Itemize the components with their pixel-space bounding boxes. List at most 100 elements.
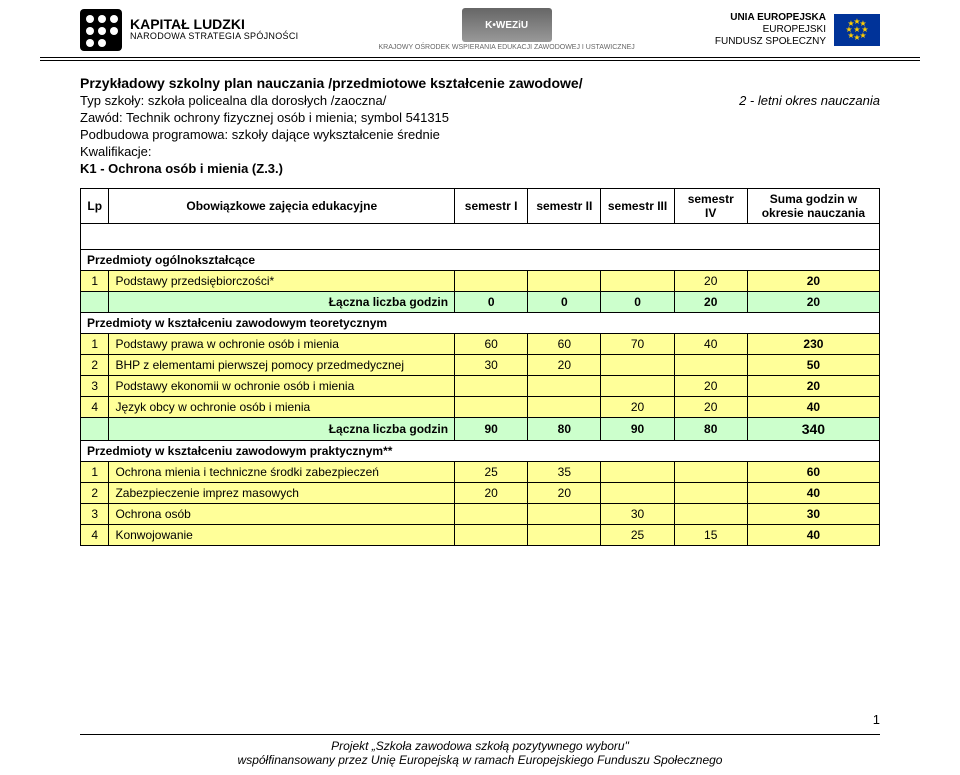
cell-s3: 0 [601, 292, 674, 313]
subtotal-label: Łączna liczba godzin [109, 418, 455, 441]
meta-row-school: Typ szkoły: szkoła policealna dla dorosł… [80, 91, 880, 108]
cell-s1: 0 [455, 292, 528, 313]
cell-s1: 20 [455, 483, 528, 504]
cell-subject: Konwojowanie [109, 525, 455, 546]
cell-sum: 20 [747, 376, 879, 397]
th-sem2: semestr II [528, 189, 601, 224]
logo-left-line2: NARODOWA STRATEGIA SPÓJNOŚCI [130, 32, 298, 42]
profession: Zawód: Technik ochrony fizycznej osób i … [80, 110, 880, 125]
logo-center-sub: KRAJOWY OŚRODEK WSPIERANIA EDUKACJI ZAWO… [379, 44, 635, 51]
table-row: 3 Podstawy ekonomii w ochronie osób i mi… [81, 376, 880, 397]
cell-s1: 60 [455, 334, 528, 355]
cell-s2: 20 [528, 483, 601, 504]
cell-s2: 0 [528, 292, 601, 313]
cell-lp: 1 [81, 271, 109, 292]
logo-right-text: UNIA EUROPEJSKA EUROPEJSKI FUNDUSZ SPOŁE… [715, 12, 826, 48]
cell-s3 [601, 355, 674, 376]
qualifications-heading: Kwalifikacje: [80, 144, 880, 159]
cell-s4: 20 [674, 376, 747, 397]
cell-s3: 25 [601, 525, 674, 546]
cell-sum: 30 [747, 504, 879, 525]
cell-sum: 40 [747, 483, 879, 504]
cell-subject: Ochrona osób [109, 504, 455, 525]
document-content: Przykładowy szkolny plan nauczania /prze… [0, 61, 960, 546]
cell-sum: 20 [747, 271, 879, 292]
section-general: Przedmioty ogólnokształcące [81, 250, 880, 271]
cell-lp: 3 [81, 504, 109, 525]
cell-s1 [455, 376, 528, 397]
spacer-row [81, 224, 880, 250]
base: Podbudowa programowa: szkoły dające wyks… [80, 127, 880, 142]
table-head-row: Lp Obowiązkowe zajęcia edukacyjne semest… [81, 189, 880, 224]
footer-line2: współfinansowany przez Unię Europejską w… [80, 753, 880, 767]
cell-s2: 60 [528, 334, 601, 355]
cell-s3: 20 [601, 397, 674, 418]
th-sem3: semestr III [601, 189, 674, 224]
cell-s4: 20 [674, 292, 747, 313]
cell-s1: 25 [455, 462, 528, 483]
table-row: 1 Podstawy przedsiębiorczości* 20 20 [81, 271, 880, 292]
logo-right: UNIA EUROPEJSKA EUROPEJSKI FUNDUSZ SPOŁE… [715, 12, 880, 48]
cell-lp: 1 [81, 334, 109, 355]
school-type: Typ szkoły: szkoła policealna dla dorosł… [80, 93, 386, 108]
logo-right-line2: EUROPEJSKI [715, 24, 826, 36]
cell-s1 [455, 504, 528, 525]
duration: 2 - letni okres nauczania [739, 93, 880, 108]
logo-right-line3: FUNDUSZ SPOŁECZNY [715, 36, 826, 48]
header-bar: KAPITAŁ LUDZKI NARODOWA STRATEGIA SPÓJNO… [40, 0, 920, 58]
cell-s4: 20 [674, 397, 747, 418]
cell-s2: 35 [528, 462, 601, 483]
table-row: 1 Ochrona mienia i techniczne środki zab… [81, 462, 880, 483]
cell-subject: Ochrona mienia i techniczne środki zabez… [109, 462, 455, 483]
cell-s4: 15 [674, 525, 747, 546]
th-sum: Suma godzin w okresie nauczania [747, 189, 879, 224]
cell-s3 [601, 483, 674, 504]
cell-subject: Podstawy przedsiębiorczości* [109, 271, 455, 292]
cell-subject: Język obcy w ochronie osób i mienia [109, 397, 455, 418]
cell-s3 [601, 271, 674, 292]
table-row: 2 Zabezpieczenie imprez masowych 20 20 4… [81, 483, 880, 504]
logo-left: KAPITAŁ LUDZKI NARODOWA STRATEGIA SPÓJNO… [80, 9, 298, 51]
cell-s1 [455, 525, 528, 546]
curriculum-table: Lp Obowiązkowe zajęcia edukacyjne semest… [80, 188, 880, 546]
cell-lp: 4 [81, 525, 109, 546]
th-lp: Lp [81, 189, 109, 224]
cell-s2 [528, 525, 601, 546]
section-practical-label: Przedmioty w kształceniu zawodowym prakt… [81, 441, 880, 462]
cell-s4 [674, 462, 747, 483]
cell-s4 [674, 355, 747, 376]
eu-flag-icon [834, 14, 880, 46]
cell-sum: 230 [747, 334, 879, 355]
table-row: 1 Podstawy prawa w ochronie osób i mieni… [81, 334, 880, 355]
cell-s1: 30 [455, 355, 528, 376]
cell-s3: 30 [601, 504, 674, 525]
cell-s4: 40 [674, 334, 747, 355]
cell-s1 [455, 271, 528, 292]
logo-right-line1: UNIA EUROPEJSKA [715, 12, 826, 24]
cell-sum: 340 [747, 418, 879, 441]
cell-s4: 20 [674, 271, 747, 292]
cell-s2 [528, 271, 601, 292]
logo-center: K•WEZiU KRAJOWY OŚRODEK WSPIERANIA EDUKA… [379, 8, 635, 51]
cell-subject: Podstawy ekonomii w ochronie osób i mien… [109, 376, 455, 397]
profession-text: Zawód: Technik ochrony fizycznej osób i … [80, 110, 449, 125]
cell-lp: 1 [81, 462, 109, 483]
cell-s3: 90 [601, 418, 674, 441]
section-general-label: Przedmioty ogólnokształcące [81, 250, 880, 271]
cell-s3: 70 [601, 334, 674, 355]
footer: Projekt „Szkoła zawodowa szkołą pozytywn… [80, 734, 880, 767]
footer-line1: Projekt „Szkoła zawodowa szkołą pozytywn… [80, 739, 880, 753]
th-sem4: semestr IV [674, 189, 747, 224]
cell-s4 [674, 483, 747, 504]
cell-lp: 2 [81, 355, 109, 376]
cell-lp: 4 [81, 397, 109, 418]
cell-sum: 60 [747, 462, 879, 483]
kapital-ludzki-icon [80, 9, 122, 51]
cell-s2 [528, 376, 601, 397]
cell-s4 [674, 504, 747, 525]
cell-subject: Podstawy prawa w ochronie osób i mienia [109, 334, 455, 355]
cell-lp: 2 [81, 483, 109, 504]
cell-s2: 80 [528, 418, 601, 441]
cell-s3 [601, 376, 674, 397]
section-theory: Przedmioty w kształceniu zawodowym teore… [81, 313, 880, 334]
